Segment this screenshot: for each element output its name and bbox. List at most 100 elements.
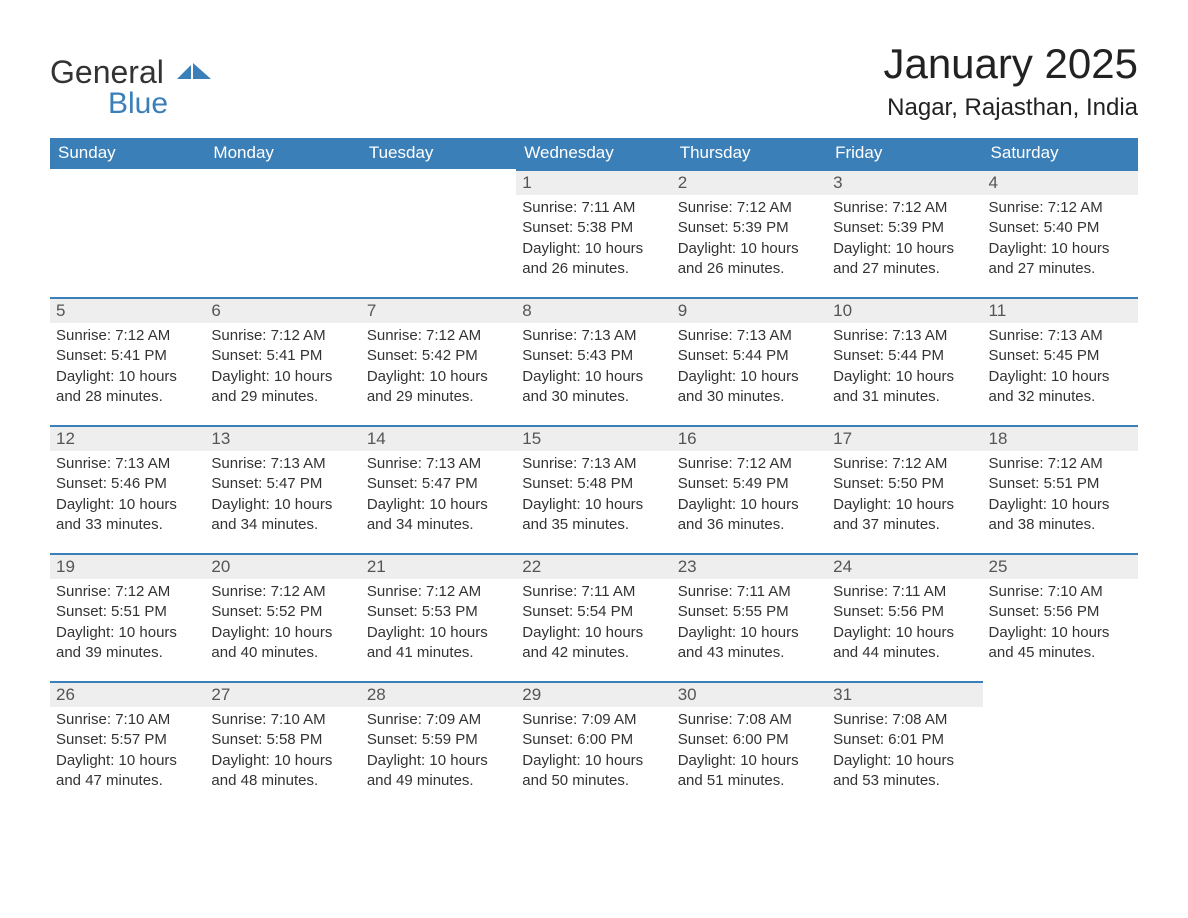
calendar-day-cell: 9Sunrise: 7:13 AMSunset: 5:44 PMDaylight… (672, 297, 827, 425)
day-body: Sunrise: 7:13 AMSunset: 5:44 PMDaylight:… (827, 323, 982, 413)
day-number: 9 (672, 297, 827, 323)
daylight-text: Daylight: 10 hours and 42 minutes. (522, 623, 665, 664)
daylight-text: Daylight: 10 hours and 26 minutes. (678, 239, 821, 280)
daylight-text: Daylight: 10 hours and 50 minutes. (522, 751, 665, 792)
day-body: Sunrise: 7:12 AMSunset: 5:49 PMDaylight:… (672, 451, 827, 541)
calendar-week-row: 1Sunrise: 7:11 AMSunset: 5:38 PMDaylight… (50, 169, 1138, 297)
daylight-text: Daylight: 10 hours and 39 minutes. (56, 623, 199, 664)
day-body: Sunrise: 7:12 AMSunset: 5:51 PMDaylight:… (50, 579, 205, 669)
calendar-day-cell: 13Sunrise: 7:13 AMSunset: 5:47 PMDayligh… (205, 425, 360, 553)
sunset-text: Sunset: 5:44 PM (833, 346, 976, 366)
calendar-day-cell: 29Sunrise: 7:09 AMSunset: 6:00 PMDayligh… (516, 681, 671, 809)
sunset-text: Sunset: 5:58 PM (211, 730, 354, 750)
sunrise-text: Sunrise: 7:08 AM (678, 710, 821, 730)
sunrise-text: Sunrise: 7:11 AM (522, 198, 665, 218)
sunrise-text: Sunrise: 7:10 AM (211, 710, 354, 730)
sunrise-text: Sunrise: 7:10 AM (56, 710, 199, 730)
logo-word1-text: General (50, 54, 164, 90)
sunset-text: Sunset: 5:46 PM (56, 474, 199, 494)
sunset-text: Sunset: 6:00 PM (678, 730, 821, 750)
daylight-text: Daylight: 10 hours and 51 minutes. (678, 751, 821, 792)
daylight-text: Daylight: 10 hours and 33 minutes. (56, 495, 199, 536)
daylight-text: Daylight: 10 hours and 35 minutes. (522, 495, 665, 536)
sunrise-text: Sunrise: 7:12 AM (678, 198, 821, 218)
calendar-day-cell (205, 169, 360, 297)
day-number: 4 (983, 169, 1138, 195)
calendar-day-cell: 15Sunrise: 7:13 AMSunset: 5:48 PMDayligh… (516, 425, 671, 553)
sunset-text: Sunset: 5:52 PM (211, 602, 354, 622)
calendar-day-cell: 27Sunrise: 7:10 AMSunset: 5:58 PMDayligh… (205, 681, 360, 809)
day-number: 31 (827, 681, 982, 707)
day-number: 22 (516, 553, 671, 579)
day-number: 21 (361, 553, 516, 579)
calendar-day-cell (50, 169, 205, 297)
weekday-header: Wednesday (516, 138, 671, 169)
sunset-text: Sunset: 5:41 PM (211, 346, 354, 366)
sunset-text: Sunset: 5:47 PM (367, 474, 510, 494)
daylight-text: Daylight: 10 hours and 49 minutes. (367, 751, 510, 792)
calendar-day-cell: 4Sunrise: 7:12 AMSunset: 5:40 PMDaylight… (983, 169, 1138, 297)
daylight-text: Daylight: 10 hours and 43 minutes. (678, 623, 821, 664)
day-body: Sunrise: 7:12 AMSunset: 5:50 PMDaylight:… (827, 451, 982, 541)
day-number: 26 (50, 681, 205, 707)
daylight-text: Daylight: 10 hours and 30 minutes. (522, 367, 665, 408)
sunset-text: Sunset: 5:41 PM (56, 346, 199, 366)
sunrise-text: Sunrise: 7:12 AM (56, 326, 199, 346)
day-number: 2 (672, 169, 827, 195)
sunrise-text: Sunrise: 7:13 AM (211, 454, 354, 474)
sunrise-text: Sunrise: 7:09 AM (522, 710, 665, 730)
daylight-text: Daylight: 10 hours and 38 minutes. (989, 495, 1132, 536)
logo-word1: General (50, 58, 211, 87)
daylight-text: Daylight: 10 hours and 32 minutes. (989, 367, 1132, 408)
day-number: 17 (827, 425, 982, 451)
weekday-header: Saturday (983, 138, 1138, 169)
day-body: Sunrise: 7:10 AMSunset: 5:56 PMDaylight:… (983, 579, 1138, 669)
day-number: 14 (361, 425, 516, 451)
day-body (50, 193, 205, 202)
day-body: Sunrise: 7:12 AMSunset: 5:40 PMDaylight:… (983, 195, 1138, 285)
daylight-text: Daylight: 10 hours and 36 minutes. (678, 495, 821, 536)
day-number: 24 (827, 553, 982, 579)
calendar-day-cell: 30Sunrise: 7:08 AMSunset: 6:00 PMDayligh… (672, 681, 827, 809)
sunrise-text: Sunrise: 7:12 AM (211, 582, 354, 602)
day-body: Sunrise: 7:11 AMSunset: 5:55 PMDaylight:… (672, 579, 827, 669)
sunset-text: Sunset: 5:51 PM (989, 474, 1132, 494)
sunset-text: Sunset: 5:44 PM (678, 346, 821, 366)
daylight-text: Daylight: 10 hours and 29 minutes. (211, 367, 354, 408)
sunrise-text: Sunrise: 7:11 AM (522, 582, 665, 602)
sunrise-text: Sunrise: 7:13 AM (522, 454, 665, 474)
daylight-text: Daylight: 10 hours and 34 minutes. (211, 495, 354, 536)
calendar-day-cell: 20Sunrise: 7:12 AMSunset: 5:52 PMDayligh… (205, 553, 360, 681)
sunrise-text: Sunrise: 7:13 AM (833, 326, 976, 346)
calendar-week-row: 19Sunrise: 7:12 AMSunset: 5:51 PMDayligh… (50, 553, 1138, 681)
calendar-day-cell: 12Sunrise: 7:13 AMSunset: 5:46 PMDayligh… (50, 425, 205, 553)
calendar-day-cell: 14Sunrise: 7:13 AMSunset: 5:47 PMDayligh… (361, 425, 516, 553)
sunset-text: Sunset: 5:49 PM (678, 474, 821, 494)
day-body: Sunrise: 7:11 AMSunset: 5:38 PMDaylight:… (516, 195, 671, 285)
sunrise-text: Sunrise: 7:13 AM (678, 326, 821, 346)
sunrise-text: Sunrise: 7:12 AM (367, 326, 510, 346)
sunrise-text: Sunrise: 7:13 AM (367, 454, 510, 474)
daylight-text: Daylight: 10 hours and 28 minutes. (56, 367, 199, 408)
title-block: January 2025 Nagar, Rajasthan, India (883, 40, 1138, 134)
day-number: 7 (361, 297, 516, 323)
calendar-day-cell: 17Sunrise: 7:12 AMSunset: 5:50 PMDayligh… (827, 425, 982, 553)
daylight-text: Daylight: 10 hours and 47 minutes. (56, 751, 199, 792)
day-body: Sunrise: 7:13 AMSunset: 5:48 PMDaylight:… (516, 451, 671, 541)
calendar-week-row: 12Sunrise: 7:13 AMSunset: 5:46 PMDayligh… (50, 425, 1138, 553)
sunrise-text: Sunrise: 7:11 AM (833, 582, 976, 602)
sunrise-text: Sunrise: 7:12 AM (367, 582, 510, 602)
day-number: 10 (827, 297, 982, 323)
sunset-text: Sunset: 5:39 PM (833, 218, 976, 238)
sunrise-text: Sunrise: 7:13 AM (56, 454, 199, 474)
weekday-header: Thursday (672, 138, 827, 169)
day-body: Sunrise: 7:11 AMSunset: 5:56 PMDaylight:… (827, 579, 982, 669)
sunrise-text: Sunrise: 7:12 AM (678, 454, 821, 474)
day-number: 6 (205, 297, 360, 323)
calendar-day-cell: 24Sunrise: 7:11 AMSunset: 5:56 PMDayligh… (827, 553, 982, 681)
logo: General Blue (50, 58, 211, 121)
daylight-text: Daylight: 10 hours and 31 minutes. (833, 367, 976, 408)
day-number: 11 (983, 297, 1138, 323)
calendar-day-cell: 10Sunrise: 7:13 AMSunset: 5:44 PMDayligh… (827, 297, 982, 425)
day-body: Sunrise: 7:10 AMSunset: 5:57 PMDaylight:… (50, 707, 205, 797)
